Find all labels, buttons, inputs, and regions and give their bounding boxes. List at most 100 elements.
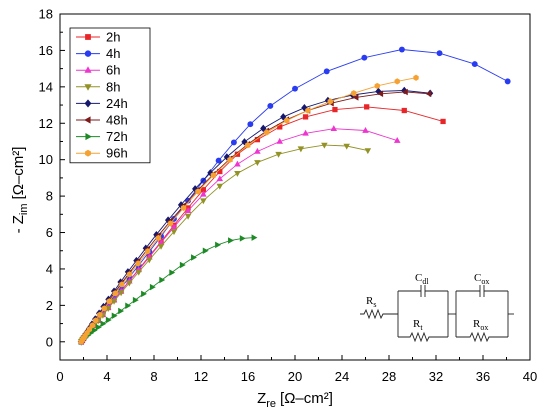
legend-label: 48h <box>106 113 128 128</box>
cdl-capacitor <box>398 285 448 297</box>
data-point-6h <box>276 137 283 144</box>
data-point-8h <box>157 243 165 250</box>
data-point-72h <box>202 247 209 254</box>
legend-marker-72h <box>85 133 92 141</box>
data-point-8h <box>234 171 241 177</box>
data-point-48h <box>352 94 359 101</box>
data-point-72h <box>251 234 258 241</box>
rt-resistor <box>398 331 448 343</box>
data-point-72h <box>179 261 186 269</box>
x-tick-label: 24 <box>335 369 349 384</box>
data-point-96h <box>135 260 141 267</box>
data-point-48h <box>401 88 408 96</box>
series-layer <box>77 46 511 346</box>
data-point-96h <box>413 74 419 81</box>
cox-capacitor <box>456 285 508 297</box>
legend-marker-6h <box>84 66 92 73</box>
data-point-2h <box>302 114 309 120</box>
legend-label: 4h <box>106 46 120 61</box>
legend-entry-24h: 24h <box>76 96 128 111</box>
data-point-8h <box>216 183 224 190</box>
data-point-8h <box>117 290 125 297</box>
data-point-96h <box>351 90 357 97</box>
data-point-8h <box>126 280 133 287</box>
x-tick-label: 12 <box>194 369 208 384</box>
legend-label: 96h <box>106 146 128 161</box>
data-point-6h <box>330 125 338 132</box>
y-axis-label: - Zim [Ω–cm²] <box>10 147 30 234</box>
equivalent-circuit-inset: Rs Cdl Rt Cox Rox <box>360 272 514 343</box>
legend-entry-96h: 96h <box>76 146 128 161</box>
rox-label: Rox <box>473 318 488 332</box>
data-point-8h <box>200 198 207 205</box>
data-point-96h <box>210 172 217 179</box>
data-point-4h <box>471 61 478 68</box>
data-point-8h <box>364 148 372 155</box>
data-point-72h <box>125 302 132 309</box>
legend-entry-48h: 48h <box>76 113 128 128</box>
data-point-4h <box>436 50 443 57</box>
rs-label: Rs <box>366 295 376 309</box>
data-point-96h <box>126 271 133 278</box>
data-point-72h <box>105 316 112 324</box>
data-point-8h <box>184 213 192 220</box>
data-point-96h <box>264 129 270 136</box>
data-point-72h <box>132 296 139 304</box>
data-point-6h <box>157 238 165 245</box>
data-point-2h <box>254 137 261 143</box>
data-point-96h <box>245 142 251 149</box>
data-point-6h <box>393 137 401 143</box>
data-point-6h <box>234 160 241 167</box>
x-axis-label: Zre [Ω–cm²] <box>257 390 333 410</box>
rt-label: Rt <box>413 318 423 332</box>
x-axis-label-subscript: re <box>266 398 276 410</box>
y-axis-label-unit: [Ω–cm²] <box>10 147 27 200</box>
rs-label-subscript: s <box>373 300 376 309</box>
data-point-96h <box>101 305 107 312</box>
data-point-4h <box>323 68 330 75</box>
cdl-label: Cdl <box>415 272 429 286</box>
data-point-6h <box>200 190 207 197</box>
y-tick-label: 14 <box>39 79 53 94</box>
data-point-96h <box>374 82 380 90</box>
x-tick-label: 36 <box>476 369 490 384</box>
x-tick-label: 28 <box>382 369 396 384</box>
x-tick-label: 32 <box>429 369 443 384</box>
data-point-96h <box>112 290 118 297</box>
data-point-8h <box>135 269 142 276</box>
data-point-8h <box>254 160 261 166</box>
data-point-6h <box>302 129 309 136</box>
y-tick-label: 8 <box>46 189 53 204</box>
y-tick-label: 6 <box>46 225 53 240</box>
data-point-4h <box>504 78 511 85</box>
cox-label-subscript: ox <box>481 277 489 286</box>
data-point-6h <box>170 223 178 230</box>
data-point-24h <box>260 124 267 133</box>
cox-label: Cox <box>474 272 489 286</box>
data-point-72h <box>159 276 166 284</box>
data-point-8h <box>170 229 178 236</box>
legend-label: 2h <box>106 30 120 45</box>
rs-label-main: R <box>366 295 374 307</box>
y-tick-label: 16 <box>39 43 53 58</box>
legend-marker-4h <box>84 50 92 57</box>
cdl-label-main: C <box>415 272 422 284</box>
data-point-72h <box>169 269 176 276</box>
rox-label-main: R <box>473 318 481 330</box>
data-point-8h <box>146 257 153 264</box>
data-point-6h <box>254 147 261 154</box>
legend-label: 8h <box>106 79 120 94</box>
rt-label-subscript: t <box>420 323 423 332</box>
rt-label-main: R <box>413 318 421 330</box>
data-point-2h <box>277 124 283 130</box>
x-tick-label: 16 <box>241 369 255 384</box>
data-point-24h <box>301 104 308 112</box>
data-point-96h <box>119 281 125 288</box>
legend-marker-8h <box>84 84 92 91</box>
data-point-8h <box>275 151 282 158</box>
data-point-2h <box>401 107 407 114</box>
data-point-96h <box>97 311 103 318</box>
data-point-6h <box>216 175 224 182</box>
data-point-72h <box>91 327 98 334</box>
